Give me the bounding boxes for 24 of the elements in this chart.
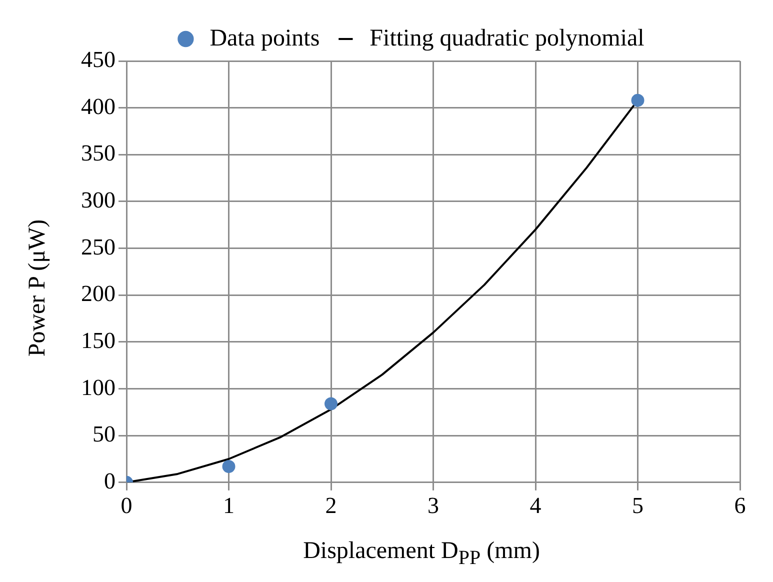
x-tick-label: 3 (428, 493, 439, 518)
y-tick-label: 400 (81, 94, 116, 119)
x-tick-label: 4 (530, 493, 542, 518)
x-axis-title: Displacement D$_{PP}$ (mm) (302, 538, 541, 570)
x-tick-label: 2 (325, 493, 337, 518)
point (222, 460, 236, 473)
x-tick-label: 6 (734, 493, 746, 518)
point (324, 397, 338, 410)
y-tick-label: 150 (81, 328, 116, 353)
y-tick-label: 100 (81, 374, 116, 400)
x-tick-label: 5 (632, 493, 644, 518)
y-tick-label: 350 (81, 140, 116, 166)
y-tick-label: 450 (81, 47, 116, 72)
y-axis-title: Power P (μW) (24, 219, 52, 357)
y-tick-label: 0 (104, 468, 116, 494)
y-tick-label: 250 (81, 234, 116, 260)
point (631, 94, 644, 107)
y-tick-label: 50 (92, 422, 116, 447)
y-tick-label: 300 (81, 188, 116, 213)
x-tick-label: 0 (120, 493, 132, 518)
legend-label: Fitting quadratic polynomial (370, 25, 645, 52)
x-tick-label: 1 (223, 493, 234, 518)
y-tick-label: 200 (81, 281, 116, 306)
legend-label: Data points (210, 25, 320, 52)
